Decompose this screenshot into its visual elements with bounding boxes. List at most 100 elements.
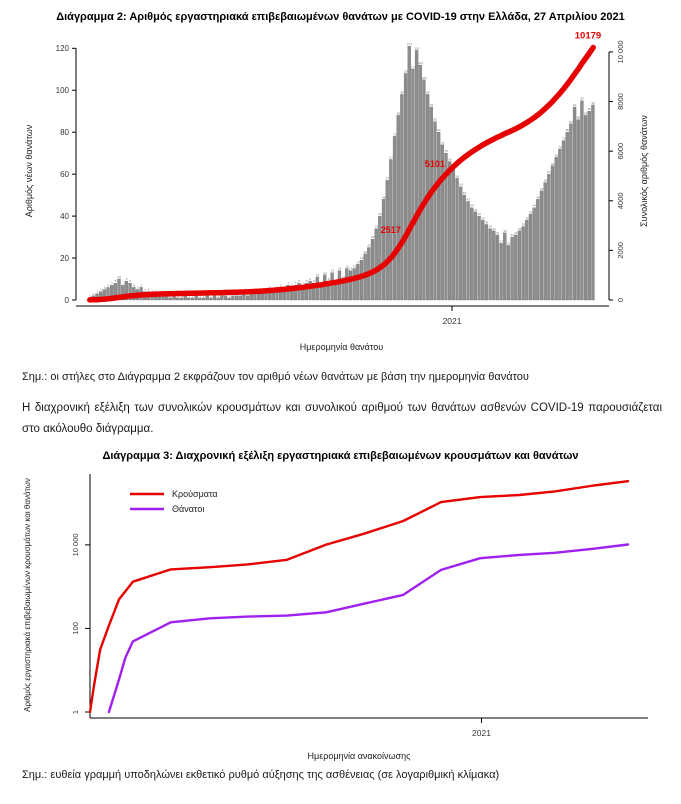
bar-value-label: 93 <box>591 101 595 105</box>
y-left-tick-label: 80 <box>60 128 69 137</box>
bar-value-label: 26 <box>507 241 511 245</box>
bar-value-label: 110 <box>411 65 416 69</box>
y-right-tick-label: 2000 <box>616 242 625 259</box>
bar-value-label: 32 <box>503 229 507 233</box>
bar-value-label: 3 <box>96 290 98 294</box>
bar-value-label: 7 <box>111 281 113 285</box>
bar-value-label: 19 <box>360 256 364 260</box>
y-left-tick-label: 120 <box>56 44 70 53</box>
bar-value-label: 41 <box>529 210 533 214</box>
legend-label-deaths: Θάνατοι <box>172 504 204 514</box>
bar-value-label: 4 <box>144 288 146 292</box>
bar-value-label: 85 <box>434 118 438 122</box>
y-right-tick-label: 10 000 <box>616 40 625 63</box>
bar-value-label: 33 <box>518 227 522 231</box>
bar-value-label: 27 <box>500 239 504 243</box>
bar-value-label: 4 <box>100 288 102 292</box>
bar-value-label: 6 <box>291 283 293 287</box>
bar-value-label: 98 <box>426 90 430 94</box>
bar-value-label: 47 <box>467 197 471 201</box>
bar-value-label: 54 <box>459 183 463 187</box>
bar-value-label: 68 <box>555 153 559 157</box>
bar-value-label: 7 <box>122 281 124 285</box>
bar-value-label: 105 <box>422 76 427 80</box>
bar-value-label: 1 <box>229 294 231 298</box>
bar-value-label: 74 <box>441 141 445 145</box>
bar-value-label: 5 <box>137 286 139 290</box>
y-right-tick-label: 6000 <box>616 143 625 160</box>
legend-label-cases: Κρούσματα <box>172 489 218 499</box>
bar-value-label: 1 <box>218 294 220 298</box>
bar-value-label: 7 <box>302 281 304 285</box>
x-axis-label: Ημερομηνία θανάτου <box>300 342 384 352</box>
annotation-10179: 10179 <box>575 31 601 42</box>
bar-value-label: 1 <box>199 294 201 298</box>
bar-value-label: 98 <box>400 90 404 94</box>
bar-value-label: 31 <box>496 231 500 235</box>
bar-value-label: 6 <box>107 283 109 287</box>
x-tick-2021: 2021 <box>472 728 491 738</box>
bar-value-label: 112 <box>418 61 423 65</box>
bar-value-label: 86 <box>577 116 581 120</box>
bar-value-label: 67 <box>389 155 393 159</box>
bar-value-label: 29 <box>371 235 375 239</box>
cumulative-deaths-line <box>87 44 596 303</box>
bar-value-label: 92 <box>573 103 577 107</box>
paragraph-intro-diagram3: Η διαχρονική εξέλιξη των συνολικών κρουσ… <box>22 402 662 435</box>
bar-value-label: 4 <box>148 288 150 292</box>
y-right-tick-label: 4000 <box>616 192 625 209</box>
y-right-axis-label: Συνολικός αριθμός θανάτων <box>639 115 649 227</box>
bar-value-label: 10 <box>118 275 122 279</box>
bar-value-label: 80 <box>437 128 441 132</box>
bar-value-label: 34 <box>375 225 379 229</box>
bar-value-label: 56 <box>544 179 548 183</box>
bar-value-label: 88 <box>584 111 588 115</box>
bar-value-label: 44 <box>533 204 537 208</box>
bar-value-label: 30 <box>511 233 515 237</box>
y-tick-label: 10 000 <box>71 533 80 556</box>
bar-value-label: 8 <box>298 279 300 283</box>
bar-value-label: 72 <box>558 145 562 149</box>
series-line-deaths <box>107 543 630 714</box>
bar-value-label: 84 <box>569 120 573 124</box>
bar-value-label: 44 <box>470 204 474 208</box>
bar-value-label: 58 <box>456 174 460 178</box>
bar-value-label: 108 <box>403 69 408 73</box>
series-line-cases <box>88 480 630 714</box>
bar-value-label: 31 <box>514 231 518 235</box>
bar-value-label: 8 <box>115 279 117 283</box>
bar-value-label: 14 <box>349 267 353 271</box>
bar-value-label: 8 <box>313 279 315 283</box>
bar-value-label: 14 <box>338 267 342 271</box>
bar-value-label: 11 <box>316 273 319 277</box>
deaths-histogram-chart: 1 2 3 4 5 6 7 8 10 7 9 8 6 5 6 4 4 3 3 2 2 2 1 2 1 1 2 1 1 2 1 1 2 1 2 1 2 2 1… <box>18 26 663 367</box>
bar-value-label: 70 <box>445 149 449 153</box>
bar-value-label: 15 <box>353 265 357 269</box>
bar-value-label: 1 <box>89 294 91 298</box>
bar-value-label: 40 <box>478 212 482 216</box>
diagram2-title: Διάγραμμα 2: Αριθμός εργαστηριακά επιβεβ… <box>56 11 625 23</box>
y-right-tick-label: 8000 <box>616 93 625 110</box>
bar-value-label: 35 <box>522 223 526 227</box>
bar-value-label: 36 <box>485 220 489 224</box>
legend: Κρούσματα Θάνατοι <box>130 489 218 514</box>
bar-value-label: 48 <box>382 195 386 199</box>
y-axis-label: Αριθμός εργαστηριακά επιβεβαιωμένων κρου… <box>23 478 32 712</box>
bar-value-label: 10 <box>342 275 346 279</box>
bar-value-label: 66 <box>448 158 452 162</box>
bar-value-label: 1 <box>203 294 205 298</box>
bar-value-label: 38 <box>481 216 485 220</box>
y-right-tick-label: 0 <box>616 298 625 302</box>
bar-value-label: 60 <box>547 170 551 174</box>
diagram3-svg: 1 100 10 000 2021 Κρούσματα Θάνατοι Αριθμός ερ… <box>23 474 648 761</box>
bar-value-label: 80 <box>566 128 570 132</box>
note-diagram2: Σημ.: οι στήλες στο Διάγραμμα 2 εκφράζου… <box>22 371 529 383</box>
bar-value-label: 25 <box>367 244 371 248</box>
bar-value-label: 1 <box>210 294 212 298</box>
bar-value-label: 48 <box>536 195 540 199</box>
bar-value-label: 38 <box>525 216 529 220</box>
x-tick-2021: 2021 <box>443 316 462 326</box>
bar-value-label: 9 <box>309 277 311 281</box>
y-left-tick-label: 20 <box>60 254 69 263</box>
